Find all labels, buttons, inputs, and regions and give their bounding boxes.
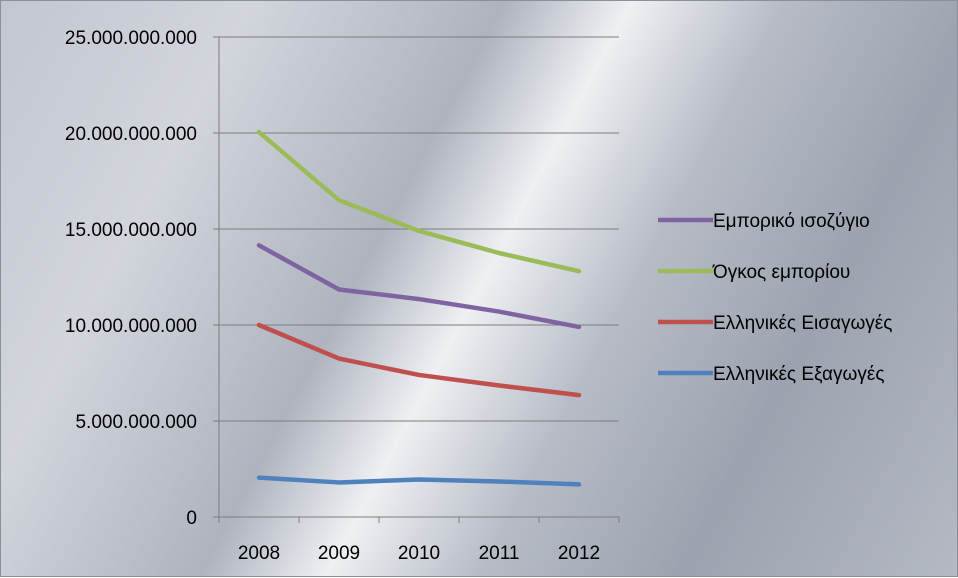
y-tick-label: 10.000.000.000	[65, 316, 197, 337]
series-line-2	[256, 129, 582, 274]
series-line-1	[256, 243, 582, 330]
y-tick-label: 5.000.000.000	[75, 412, 197, 433]
y-tick-label: 25.000.000.000	[65, 28, 197, 49]
legend-label: Ελληνικές Εξαγωγές	[713, 364, 884, 385]
x-tick-label: 2008	[238, 543, 280, 564]
legend: Εμπορικό ισοζύγιο Όγκος εμπορίου Ελληνικές…	[658, 211, 892, 385]
y-tick-label: 0	[186, 508, 197, 529]
x-tick-label: 2009	[318, 543, 360, 564]
x-tick-label: 2010	[398, 543, 440, 564]
series-line-3	[256, 322, 582, 398]
axes: 0 5.000.000.000 10.000.000.000 15.000.000.0…	[65, 28, 620, 564]
series-lines	[256, 129, 582, 487]
legend-label: Εμπορικό ισοζύγιο	[713, 211, 870, 232]
y-tick-label: 20.000.000.000	[65, 124, 197, 145]
y-tick-label: 15.000.000.000	[65, 220, 197, 241]
legend-label: Όγκος εμπορίου	[712, 262, 850, 283]
x-tick-label: 2012	[558, 543, 600, 564]
series-line-4	[256, 475, 582, 487]
legend-label: Ελληνικές Εισαγωγές	[713, 313, 892, 334]
x-tick-label: 2011	[479, 543, 520, 564]
